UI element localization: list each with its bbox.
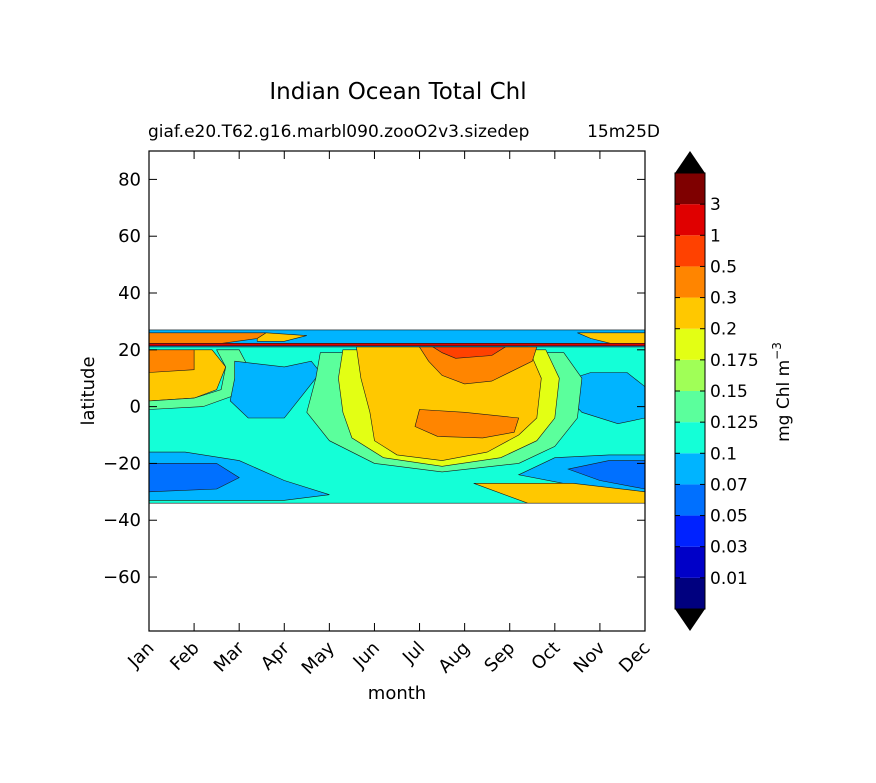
- y-tick-label: 20: [118, 340, 141, 361]
- chart-subtitle-right: 15m25D: [587, 122, 660, 142]
- plot-frame: [148, 150, 646, 632]
- colorbar-swatch: [675, 297, 705, 329]
- colorbar-level-label: 0.5: [710, 257, 737, 277]
- colorbar-swatch: [675, 391, 705, 423]
- y-tick-label: −60: [103, 567, 141, 588]
- colorbar-label-text: mg Chl m: [774, 360, 794, 442]
- contour-region-summer-core-orange: [414, 409, 520, 439]
- colorbar-swatch: [675, 328, 705, 360]
- colorbar-level-label: 0.15: [710, 382, 748, 402]
- y-tick-label: 40: [118, 283, 141, 304]
- colorbar-swatch: [675, 484, 705, 516]
- colorbar-level-label: 0.05: [710, 507, 748, 527]
- contour-region-dec-south-darkblue: [567, 460, 645, 490]
- y-tick-label: 80: [118, 169, 141, 190]
- colorbar-swatch: [675, 577, 705, 609]
- colorbar-level-label: 0.3: [710, 289, 737, 309]
- chart-subtitle-left: giaf.e20.T62.g16.marbl090.zooO2v3.sizede…: [148, 122, 529, 142]
- y-axis-label: latitude: [78, 356, 99, 425]
- contour-region-jan-north-orange: [149, 349, 195, 373]
- colorbar-swatch: [675, 235, 705, 267]
- contour-region-band-north-yellow-jan: [256, 332, 307, 342]
- colorbar-swatch: [675, 422, 705, 454]
- colorbar-level-label: 0.07: [710, 475, 748, 495]
- colorbar-level-label: 0.1: [710, 444, 737, 464]
- contour-region-summer-north-red: [432, 346, 507, 359]
- contour-region-thin-redline: [149, 342, 645, 347]
- colorbar-level-label: 0.03: [710, 538, 748, 558]
- contour-region-summer-north-orange: [418, 346, 538, 385]
- colorbar-label: mg Chl m−3: [770, 342, 794, 442]
- contour-region-jan-green: [149, 349, 249, 410]
- colorbar-extend-bottom: [675, 609, 705, 631]
- colorbar-level-label: 1: [710, 226, 721, 246]
- colorbar-swatch: [675, 266, 705, 298]
- y-tick-label: −20: [103, 453, 141, 474]
- contour-region-band-north-orange-jan: [149, 332, 268, 345]
- y-tick-label: 60: [118, 226, 141, 247]
- contour-regions: [149, 329, 645, 504]
- y-axis: 80 60 40 20 0 −20 −40 −60: [103, 169, 645, 588]
- colorbar-level-label: 0.125: [710, 413, 759, 433]
- contour-region-winter-south-blue: [149, 463, 240, 493]
- colorbar-swatch: [675, 453, 705, 485]
- colorbar-swatch: [675, 515, 705, 547]
- x-axis-label: month: [368, 683, 426, 704]
- contour-region-feb-apr-blue: [229, 360, 321, 419]
- colorbar-level-label: 3: [710, 195, 721, 215]
- colorbar-level-label: 0.175: [710, 351, 759, 371]
- colorbar-label-exponent: −3: [770, 342, 784, 360]
- colorbar-level-label: 0.2: [710, 320, 737, 340]
- chart-title: Indian Ocean Total Chl: [269, 79, 526, 105]
- colorbar-swatch: [675, 546, 705, 578]
- colorbar-swatch: [675, 204, 705, 236]
- colorbar-extend-top: [675, 151, 705, 173]
- contour-region-south-yellow: [473, 482, 645, 504]
- y-tick-label: −40: [103, 510, 141, 531]
- colorbar: 0.01 0.03 0.05 0.07 0.1 0.125 0.15 0.175 0.2 0.3 0…: [674, 151, 759, 631]
- y-tick-label: 0: [130, 397, 141, 418]
- colorbar-swatch: [675, 359, 705, 391]
- colorbar-level-label: 0.01: [710, 569, 748, 589]
- colorbar-swatch: [675, 173, 705, 205]
